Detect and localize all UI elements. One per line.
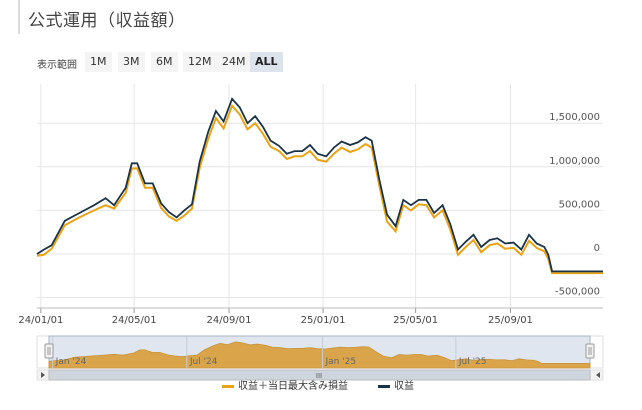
range-button-12m[interactable]: 12M <box>183 52 217 72</box>
range-button-6m[interactable]: 6M <box>151 52 178 72</box>
legend-item-profit[interactable]: 収益 <box>378 380 414 394</box>
navigator-area <box>48 341 591 369</box>
title-accent-bar <box>18 0 20 34</box>
range-button-3m[interactable]: 3M <box>118 52 145 72</box>
y-tick-label: 1,500,000 <box>549 112 600 123</box>
x-tick-label: 25/05/01 <box>393 315 438 326</box>
series-line-profit <box>36 97 603 273</box>
navigator-handle-left[interactable] <box>44 343 54 359</box>
navigator-label: Jan '25 <box>324 357 356 367</box>
range-button-all[interactable]: ALL <box>250 52 283 72</box>
legend-label-profit: 収益 <box>394 381 414 392</box>
range-button-24m[interactable]: 24M <box>217 52 251 72</box>
navigator-label: Jan '24 <box>55 357 87 367</box>
range-selector-label: 表示範囲 <box>37 60 77 71</box>
range-button-1m[interactable]: 1M <box>85 52 112 72</box>
legend-swatch-navy <box>378 384 390 388</box>
scroll-left-arrow-icon[interactable] <box>41 372 45 378</box>
y-tick-label: 1,000,000 <box>549 156 600 167</box>
page-title: 公式運用（収益額） <box>28 11 186 31</box>
scrollbar-grip: III <box>316 372 322 380</box>
navigator-label: Jul '24 <box>189 357 218 367</box>
y-tick-label: -500,000 <box>555 287 600 298</box>
series-line-profit-with-loss <box>36 103 603 275</box>
x-tick-label: 24/01/01 <box>18 315 63 326</box>
navigator-label: Jul '25 <box>458 357 487 367</box>
y-tick-label: 0 <box>594 243 600 254</box>
scrollbar-thumb[interactable] <box>48 369 591 381</box>
y-tick-label: 500,000 <box>559 199 600 210</box>
x-tick-label: 25/09/01 <box>488 315 533 326</box>
legend-item-profit-with-loss[interactable]: 収益＋当日最大含み損益 <box>222 380 348 394</box>
legend-label-profit-with-loss: 収益＋当日最大含み損益 <box>238 381 348 392</box>
navigator-handle-right[interactable] <box>585 343 595 359</box>
plot-area <box>37 84 603 308</box>
legend-swatch-orange <box>222 384 234 388</box>
x-tick-label: 24/05/01 <box>112 315 157 326</box>
x-tick-label: 25/01/01 <box>301 315 346 326</box>
scroll-right-arrow-icon[interactable] <box>596 372 600 378</box>
x-tick-label: 24/09/01 <box>207 315 252 326</box>
